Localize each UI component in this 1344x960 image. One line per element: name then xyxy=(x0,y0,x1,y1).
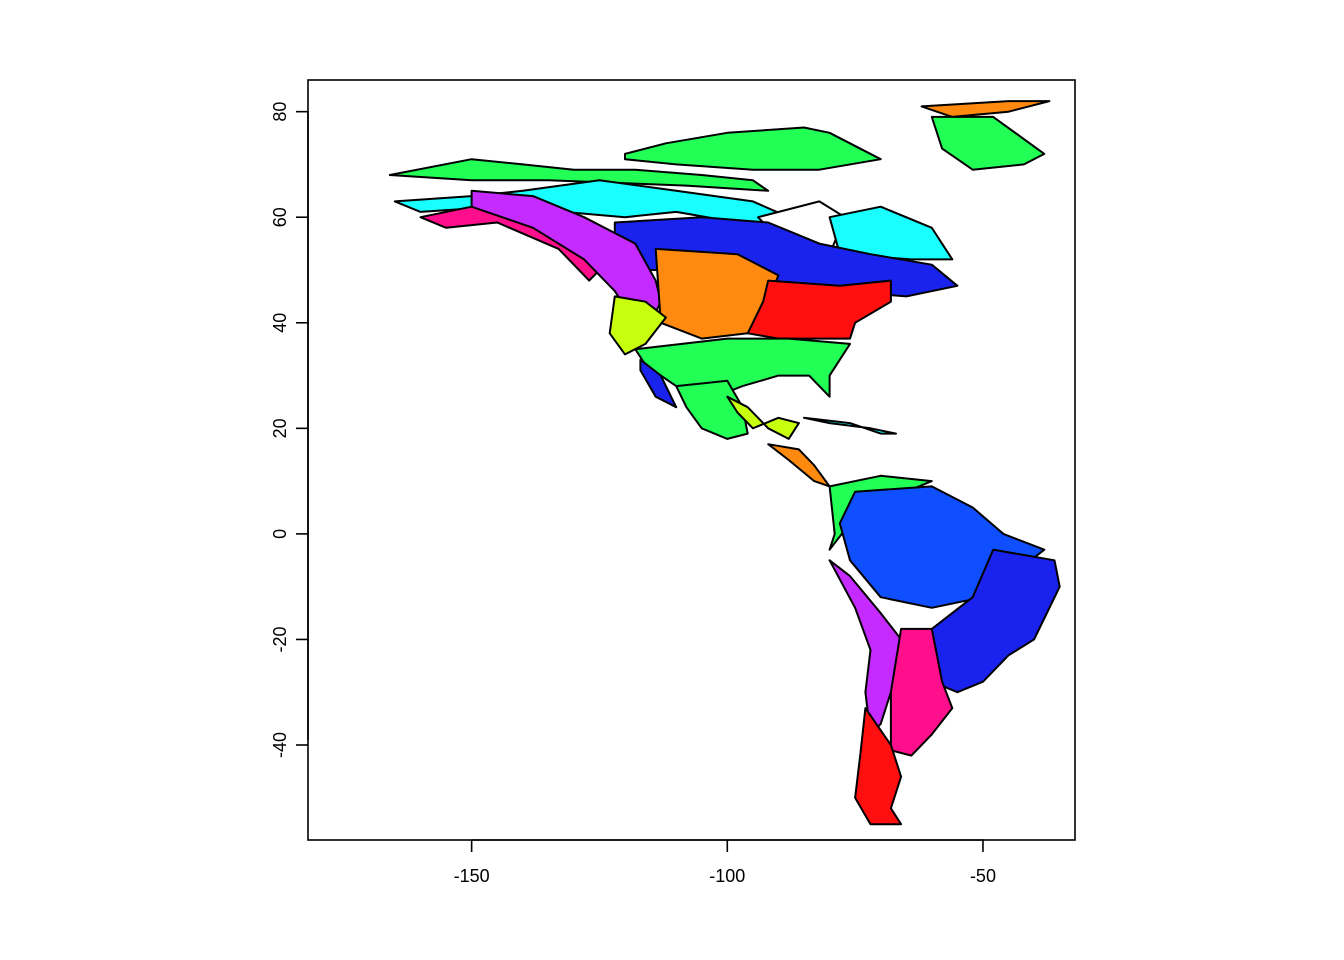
region-arctic-archipelago xyxy=(624,126,882,171)
y-tick-label: 80 xyxy=(270,102,290,122)
region-great-basin xyxy=(608,295,667,356)
region-greenland-east xyxy=(930,115,1046,171)
region-greenland-north xyxy=(920,100,1051,118)
region-central-andes xyxy=(828,559,903,736)
region-pampas xyxy=(889,627,954,757)
y-axis: 80 60 40 20 0 -20 -40 xyxy=(270,102,309,758)
x-tick-label: -150 xyxy=(454,866,490,886)
y-tick-label: -40 xyxy=(270,732,290,758)
region-patagonia xyxy=(854,707,903,826)
map-regions xyxy=(388,100,1061,826)
x-axis: -150 -100 -50 xyxy=(454,839,996,886)
y-tick-label: 60 xyxy=(270,207,290,227)
region-brazilian-highlands xyxy=(930,548,1061,694)
region-caribbean-islands xyxy=(803,416,897,435)
region-mexican-lowlands xyxy=(675,379,749,440)
y-tick-label: 20 xyxy=(270,418,290,438)
region-gulf-coast xyxy=(726,395,800,440)
x-tick-label: -100 xyxy=(709,866,745,886)
y-tick-label: 40 xyxy=(270,313,290,333)
y-tick-label: -20 xyxy=(270,626,290,652)
region-baja-coast xyxy=(639,358,678,409)
region-alaska-north xyxy=(388,158,770,192)
region-eastern-forest xyxy=(746,279,892,340)
x-tick-label: -50 xyxy=(970,866,996,886)
y-tick-label: 0 xyxy=(270,529,290,539)
